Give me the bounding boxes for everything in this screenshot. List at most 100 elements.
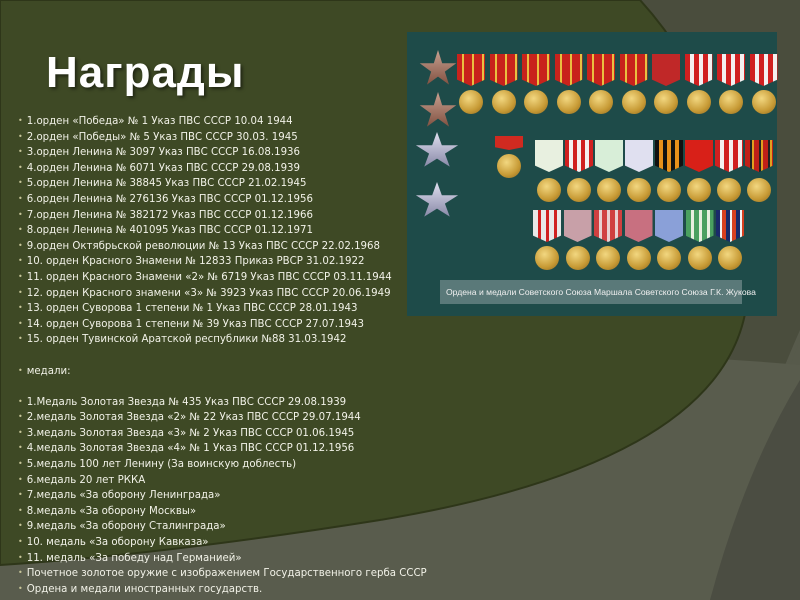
bullet-icon: • [18, 209, 23, 219]
list-item-text: 5.орден Ленина № 38845 Указ ПВС СССР 21.… [26, 178, 307, 190]
order-star-icon [419, 50, 457, 85]
list-item-text: 7.орден Ленина № 382172 Указ ПВС СССР 01… [26, 209, 313, 221]
ribbon [533, 210, 561, 242]
medal-icon [657, 178, 681, 202]
list-item-text: 9.медаль «За оборону Сталинграда» [26, 521, 226, 533]
list-item-text: 10. орден Красного Знамени № 12833 Прика… [26, 256, 365, 268]
bullet-icon: • [18, 240, 23, 250]
list-item-text: 1.орден «Победа» № 1 Указ ПВС СССР 10.04… [26, 116, 293, 127]
medal-item: • 11. медаль «За победу над Германией» [18, 550, 427, 566]
medal-icon [556, 90, 581, 114]
ribbon [652, 54, 680, 86]
order-item: • 11. орден Красного Знамени «2» № 6719 У… [18, 269, 427, 285]
list-item-text: 13. орден Суворова 1 степени № 1 Указ ПВ… [26, 303, 358, 315]
bullet-icon: • [18, 568, 23, 578]
order-item: • 6.орден Ленина № 276136 Указ ПВС СССР 0… [18, 191, 427, 207]
medal-icon [524, 90, 548, 114]
medal-icon [717, 178, 741, 202]
list-item-text: 14. орден Суворова 1 степени № 39 Указ П… [26, 318, 364, 330]
medal-icon [751, 90, 776, 114]
ribbon [717, 54, 745, 86]
list-item-text: 2.орден «Победы» № 5 Указ ПВС СССР 30.03… [26, 131, 298, 143]
medal-icon [621, 90, 646, 114]
bullet-icon: • [18, 287, 23, 297]
bullet-icon: • [18, 334, 23, 344]
list-item-text: 6.медаль 20 лет РККА [26, 474, 146, 486]
bullet-icon: • [18, 256, 23, 266]
medal-icon [491, 90, 516, 114]
medal-icon [459, 90, 483, 114]
medal-icon [687, 178, 711, 202]
ribbon [745, 140, 773, 172]
order-item: • 9.орден Октябрьской революции № 13 Указ… [18, 238, 427, 254]
bullet-icon: • [18, 427, 23, 437]
list-item-text: медали: [26, 365, 71, 377]
list-item-text: 12. орден Красного знамени «3» № 3923 Ук… [26, 287, 391, 299]
list-item-text: 11. орден Красного Знамени «2» № 6719 Ук… [26, 271, 392, 283]
order-item: • 10. орден Красного Знамени № 12833 Прик… [18, 253, 427, 269]
slide-title: Награды [46, 48, 245, 97]
medal-icon [654, 90, 678, 114]
ribbon [495, 136, 523, 150]
awards-list: • 1.орден «Победа» № 1 Указ ПВС СССР 10.0… [18, 113, 427, 596]
ribbon [619, 54, 648, 86]
ribbon [684, 54, 713, 86]
order-item: • 12. орден Красного знамени «3» № 3923 У… [18, 285, 427, 301]
ribbon [535, 140, 563, 172]
order-item: • 5.орден Ленина № 38845 Указ ПВС СССР 21… [18, 175, 427, 191]
list-item-text: 15. орден Тувинской Аратской республики … [26, 334, 347, 346]
order-item: • 14. орден Суворова 1 степени № 39 Указ … [18, 316, 427, 332]
order-item: • 13. орден Суворова 1 степени № 1 Указ П… [18, 300, 427, 316]
list-item-text: 2.медаль Золотая Звезда «2» № 22 Указ ПВ… [26, 412, 361, 424]
medal-icon [718, 246, 742, 270]
ribbon [587, 54, 615, 86]
list-item-text: 5.медаль 100 лет Ленину (За воинскую доб… [26, 459, 297, 471]
medal-item: • 7.медаль «За оборону Ленинграда» [18, 487, 427, 503]
ribbon [594, 210, 622, 242]
spacer [18, 378, 427, 394]
medal-icon [627, 178, 651, 202]
ribbon [685, 210, 714, 242]
order-item: • 8.орден Ленина № 401095 Указ ПВС СССР 0… [18, 222, 427, 238]
bullet-icon: • [18, 537, 23, 547]
bullet-icon: • [18, 178, 23, 188]
bullet-icon: • [18, 162, 23, 172]
order-item: • 1.орден «Победа» № 1 Указ ПВС СССР 10.0… [18, 113, 427, 129]
medal-icon [686, 90, 711, 114]
bullet-icon: • [18, 490, 23, 500]
medal-icon [567, 178, 591, 202]
medal-item: • 6.медаль 20 лет РККА [18, 472, 427, 488]
medal-item: • 9.медаль «За оборону Сталинграда» [18, 518, 427, 534]
ribbon [715, 140, 743, 172]
bullet-icon: • [18, 412, 23, 422]
medal-item: • 3.медаль Золотая Звезда «3» № 2 Указ ПВ… [18, 425, 427, 441]
ribbon [625, 140, 653, 172]
medal-item: • 4.медаль Золотая Звезда «4» № 1 Указ ПВ… [18, 440, 427, 456]
medal-icon [565, 246, 590, 270]
bullet-icon: • [18, 271, 23, 281]
ribbon [655, 140, 683, 172]
medal-icon [589, 90, 613, 114]
medal-item: • Ордена и медали иностранных государств. [18, 581, 427, 597]
ribbon [563, 210, 592, 242]
list-item-text: 4.орден Ленина № 6071 Указ ПВС СССР 29.0… [26, 162, 301, 174]
list-item-text: 8.медаль «За оборону Москвы» [26, 505, 197, 517]
order-star-icon [415, 182, 459, 217]
medal-item: • 2.медаль Золотая Звезда «2» № 22 Указ П… [18, 409, 427, 425]
bullet-icon: • [18, 521, 23, 531]
medal-icon [596, 246, 620, 270]
bullet-icon: • [18, 116, 23, 125]
bullet-icon: • [18, 474, 23, 484]
bullet-icon: • [18, 147, 23, 157]
medals-heading: • медали: [18, 363, 427, 379]
order-item: • 7.орден Ленина № 382172 Указ ПВС СССР 0… [18, 207, 427, 223]
list-item-text: 6.орден Ленина № 276136 Указ ПВС СССР 01… [26, 193, 313, 205]
bullet-icon: • [18, 318, 23, 328]
ribbon [554, 54, 583, 86]
bullet-icon: • [18, 131, 23, 141]
bullet-icon: • [18, 552, 23, 562]
ribbon [624, 210, 653, 242]
spacer [18, 347, 427, 363]
medal-item: • Почетное золотое оружие с изображением … [18, 565, 427, 581]
list-item-text: 9.орден Октябрьской революции № 13 Указ … [26, 240, 381, 252]
